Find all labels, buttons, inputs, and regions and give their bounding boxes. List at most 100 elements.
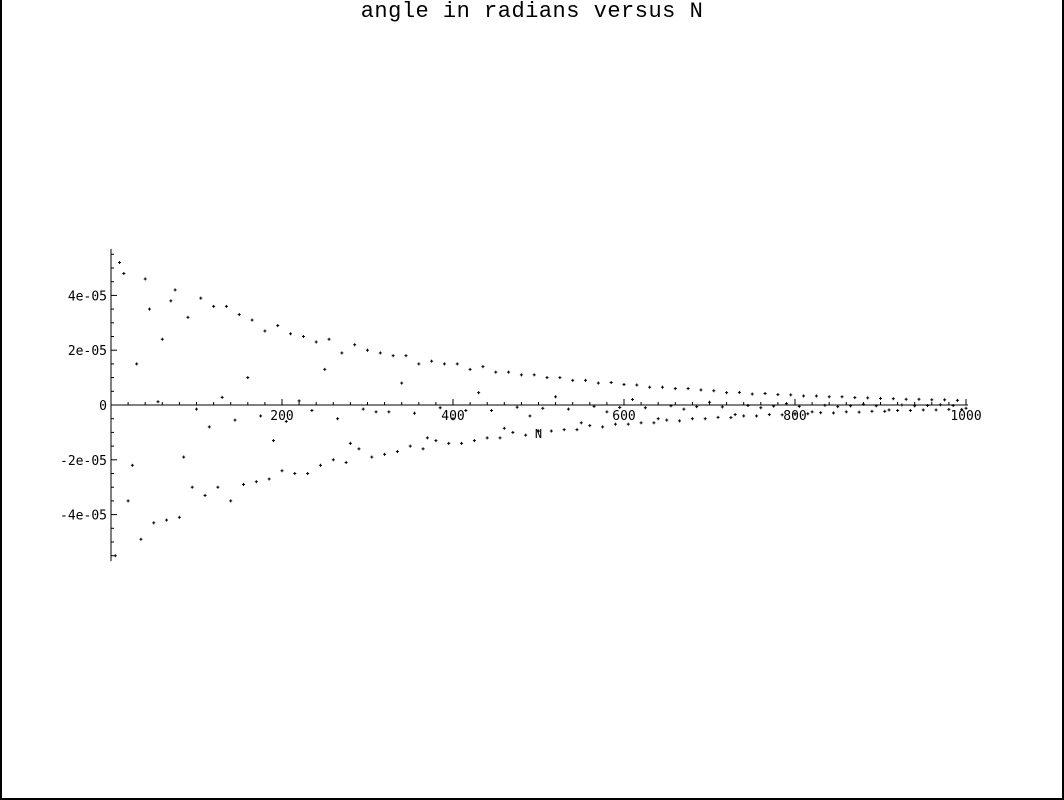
data-point [502,426,506,430]
data-point [190,485,194,489]
data-point [571,378,575,382]
data-point [284,419,288,423]
data-point [613,422,617,426]
data-point [139,537,143,541]
data-point [900,403,904,407]
data-point [195,407,198,411]
data-point [173,288,177,292]
data-point [635,383,639,387]
data-point [896,408,900,412]
data-point [434,439,438,443]
x-tick-label: 200 [270,409,293,424]
data-point [404,354,408,358]
data-point [306,472,310,475]
data-point [639,421,643,425]
data-point [592,404,596,408]
data-point [143,277,147,281]
data-point [665,418,669,422]
data-point [344,461,348,465]
data-point [511,430,515,434]
data-point [947,407,951,411]
y-tick-label: -4e-05 [60,509,107,524]
data-point [451,417,455,421]
data-point [421,447,425,451]
y-tick-label: 4e-05 [68,289,107,304]
data-point [703,417,707,421]
data-point [293,472,297,475]
data-point [733,413,737,417]
data-point [169,299,173,303]
data-point [113,554,117,558]
data-point [130,463,134,467]
data-point [229,499,233,503]
data-point [596,381,600,385]
data-point [203,493,207,497]
data-point [336,417,340,421]
data-point [964,406,968,410]
data-point [643,406,647,410]
data-point [673,387,677,391]
x-tick-label: 600 [612,409,635,424]
data-point [861,402,865,406]
data-point [708,400,711,404]
data-point [498,436,502,440]
data-point [519,373,523,377]
data-point [767,413,771,417]
data-point [609,381,613,385]
data-point [836,405,840,409]
data-point [147,307,151,311]
data-point [943,398,947,402]
data-point [323,367,327,371]
data-point [314,340,318,344]
data-point [849,404,853,408]
data-point [566,407,570,411]
data-point [182,455,186,459]
data-point [605,410,609,414]
data-point [387,410,391,414]
data-point [737,390,741,394]
data-point [601,425,605,429]
data-point [716,415,720,419]
data-point [938,403,942,407]
data-point [425,436,429,440]
data-point [562,428,566,432]
data-point [374,410,378,414]
chart-title: angle in radians versus N [360,0,704,24]
data-point [489,408,493,412]
data-point [413,411,417,415]
data-point [669,404,673,408]
data-point [212,304,216,308]
data-point [528,414,532,418]
data-point [263,329,267,333]
data-point [250,318,254,322]
data-point [353,343,357,347]
data-point [126,499,130,503]
x-tick-label: 400 [441,409,464,424]
data-point [485,436,489,440]
data-point [455,362,459,366]
data-point [883,409,887,413]
x-axis-label: N [535,427,542,441]
data-point [460,441,464,445]
data-point [793,412,797,416]
data-point [784,402,788,406]
y-tick-label: -2e-05 [60,454,107,469]
data-point [951,404,955,408]
data-point [720,405,724,409]
data-point [742,414,746,418]
data-point [327,337,331,341]
data-point [755,414,759,418]
data-point [955,398,959,402]
data-point [391,354,395,358]
data-point [259,414,263,418]
data-point [874,404,878,408]
data-point [656,417,660,421]
data-point [575,428,579,432]
data-point [237,313,241,317]
data-point [934,408,938,412]
data-point [831,411,835,415]
data-point [652,421,656,425]
data-point [579,421,583,425]
data-point [468,367,472,371]
data-point [695,405,699,409]
